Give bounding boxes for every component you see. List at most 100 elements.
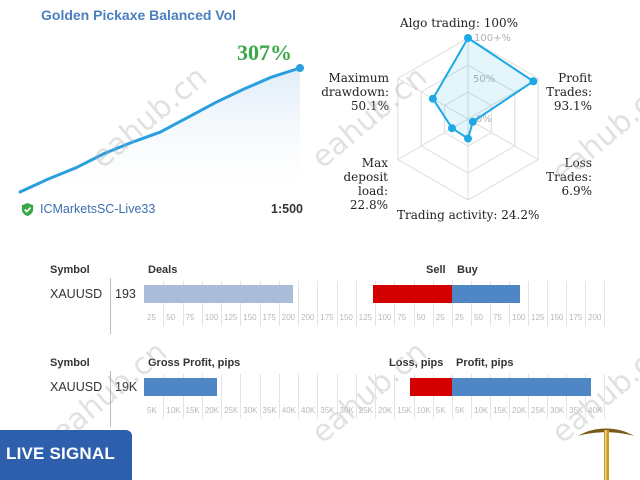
t1-grid-left-2 bbox=[182, 281, 184, 326]
radar-point-algo-trading bbox=[464, 34, 472, 42]
t2-tick-left-8: 40K bbox=[281, 406, 296, 415]
t2-grid-left-7 bbox=[278, 374, 280, 419]
t2-grid-sell-1 bbox=[317, 374, 319, 419]
t1-grid-buy-6 bbox=[566, 281, 567, 326]
t1-tick-buy-1: 25 bbox=[455, 313, 464, 322]
t1-sell-header: Sell bbox=[426, 264, 446, 276]
t2-grid-left-1 bbox=[163, 374, 165, 419]
t2-tick-left-3: 15K bbox=[185, 406, 200, 415]
t2-loss-header: Loss, pips bbox=[389, 357, 444, 369]
t2-gross-value: 19K bbox=[115, 380, 138, 394]
t1-tick-left-2: 50 bbox=[166, 313, 176, 322]
radar-scale-label-100: 100+% bbox=[474, 33, 511, 44]
radar-chart: 100+% 50% 0% bbox=[397, 33, 539, 201]
t2-grid-buy-8 bbox=[604, 374, 605, 419]
t2-symbol[interactable]: XAUUSD bbox=[50, 380, 103, 394]
t2-grid-left-6 bbox=[259, 374, 261, 419]
t1-tick-left-8: 200 bbox=[281, 313, 296, 322]
t1-grid-sell-6 bbox=[413, 281, 415, 326]
t1-deals-header: Deals bbox=[148, 264, 178, 276]
t2-grid-left-3 bbox=[201, 374, 203, 419]
t1-tick-buy-5: 125 bbox=[531, 313, 545, 322]
t2-tick-sell-5: 20K bbox=[378, 406, 393, 415]
t1-tick-sell-8: 25 bbox=[435, 313, 445, 322]
t2-tick-sell-8: 5K bbox=[435, 406, 446, 415]
t2-grid-sell-2 bbox=[336, 374, 338, 419]
t1-tick-left-6: 150 bbox=[243, 313, 257, 322]
t2-tick-buy-2: 10K bbox=[474, 406, 489, 415]
t1-tick-buy-8: 200 bbox=[588, 313, 602, 322]
t1-tick-left-3: 75 bbox=[185, 313, 195, 322]
t2-sell-bar bbox=[409, 378, 452, 396]
t1-grid-left-5 bbox=[240, 281, 242, 326]
t2-tick-buy-6: 30K bbox=[550, 406, 565, 415]
growth-end-marker bbox=[296, 64, 304, 72]
t1-left-bar bbox=[144, 285, 293, 303]
leverage-value: 1:500 bbox=[271, 202, 303, 216]
radar-spoke-3 bbox=[467, 118, 539, 160]
radar-label-profit-trades: Profit Trades: 93.1% bbox=[546, 71, 592, 113]
t2-tick-buy-1: 5K bbox=[455, 406, 465, 415]
radar-label-algo: Algo trading: 100% bbox=[400, 16, 519, 30]
t1-grid-sell-4 bbox=[375, 281, 376, 326]
t1-tick-buy-6: 150 bbox=[550, 313, 564, 322]
t1-grid-buy-3 bbox=[509, 281, 510, 326]
t2-grid-sell-7 bbox=[432, 374, 434, 419]
live-signal-label[interactable]: LIVE SIGNAL bbox=[6, 444, 115, 463]
t1-tick-left-7: 175 bbox=[262, 313, 276, 322]
t2-tick-sell-4: 25K bbox=[358, 406, 373, 415]
t2-grid-sell-4 bbox=[375, 374, 376, 419]
t2-grid-buy-3 bbox=[509, 374, 510, 419]
t1-grid-sell-3 bbox=[355, 281, 357, 326]
radar-label-activity: Trading activity: 24.2% bbox=[397, 208, 540, 222]
radar-point-profit-trades bbox=[529, 77, 538, 86]
broker-account[interactable]: ICMarketsSC-Live33 bbox=[40, 202, 156, 216]
t1-symbol[interactable]: XAUUSD bbox=[50, 287, 103, 301]
live-signal-badge[interactable] bbox=[0, 430, 132, 480]
t2-grid-sell-5 bbox=[394, 374, 396, 419]
t1-tick-buy-7: 175 bbox=[569, 313, 583, 322]
t1-tick-left-5: 125 bbox=[224, 313, 238, 322]
t2-symbol-header: Symbol bbox=[50, 357, 90, 369]
t1-buy-header: Buy bbox=[457, 264, 478, 276]
pickaxe-logo-icon bbox=[578, 428, 634, 480]
t2-grid-left-2 bbox=[182, 374, 184, 419]
t1-grid-sell-7 bbox=[432, 281, 434, 326]
t1-tick-buy-2: 50 bbox=[474, 313, 483, 322]
t2-grid-buy-7 bbox=[585, 374, 586, 419]
t1-grid-sell-1 bbox=[317, 281, 319, 326]
growth-chart bbox=[18, 64, 304, 194]
t1-grid-buy-5 bbox=[547, 281, 548, 326]
t2-tick-buy-5: 25K bbox=[531, 406, 546, 415]
t2-tick-sell-2: 35K bbox=[320, 406, 335, 415]
t2-left-bar bbox=[144, 378, 218, 396]
t2-tick-left-6: 30K bbox=[243, 406, 258, 415]
radar-label-deposit-load: Max deposit load: 22.8% bbox=[343, 156, 388, 212]
radar-point-max-deposit-load bbox=[448, 124, 457, 133]
t1-grid-left-3 bbox=[201, 281, 203, 326]
t1-tick-sell-5: 100 bbox=[378, 313, 392, 322]
growth-line bbox=[18, 66, 302, 194]
t1-symbol-header: Symbol bbox=[50, 264, 90, 276]
signal-title[interactable]: Golden Pickaxe Balanced Vol bbox=[41, 7, 237, 23]
verified-shield-icon bbox=[21, 202, 34, 217]
t2-tick-buy-7: 35K bbox=[569, 406, 584, 415]
t2-grid-left-4 bbox=[221, 374, 222, 419]
t1-tick-sell-2: 175 bbox=[320, 313, 334, 322]
t1-deals-count: 193 bbox=[115, 287, 136, 301]
t2-separator bbox=[110, 371, 111, 427]
t2-tick-left-2: 10K bbox=[166, 406, 181, 415]
t1-grid-buy-8 bbox=[604, 281, 605, 326]
t1-sell-bar bbox=[372, 285, 452, 303]
t2-grid-left-8 bbox=[298, 374, 299, 419]
t2-tick-sell-3: 30K bbox=[339, 406, 354, 415]
t1-tick-left-4: 100 bbox=[204, 313, 219, 322]
t1-tick-buy-3: 75 bbox=[493, 313, 502, 322]
t2-gross-header: Gross Profit, pips bbox=[148, 357, 241, 369]
t2-buy-bar bbox=[452, 378, 591, 396]
t2-tick-left-7: 35K bbox=[262, 406, 277, 415]
radar-points bbox=[428, 34, 538, 143]
t1-tick-buy-4: 100 bbox=[512, 313, 526, 322]
t2-grid-left-5 bbox=[240, 374, 242, 419]
t1-tick-sell-6: 75 bbox=[397, 313, 407, 322]
